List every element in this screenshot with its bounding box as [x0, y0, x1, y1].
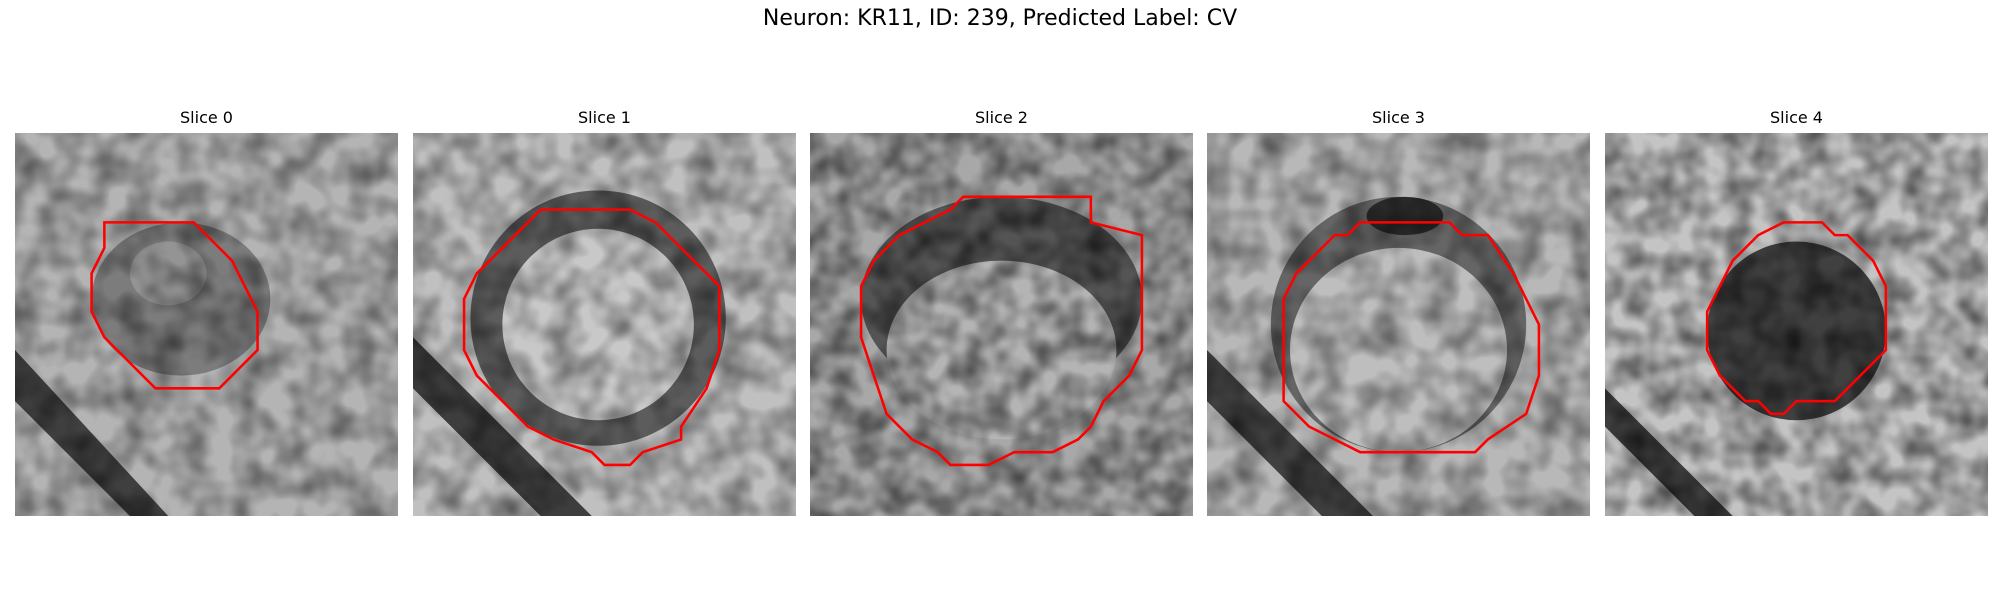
slice-title-4: Slice 4 — [1770, 108, 1823, 127]
figure-title: Neuron: KR11, ID: 239, Predicted Label: … — [762, 6, 1238, 31]
slice-image-0 — [15, 133, 398, 516]
roi-contour-1 — [462, 208, 721, 467]
slice-title-2: Slice 2 — [975, 108, 1028, 127]
roi-contour-4 — [1705, 221, 1888, 416]
slice-title-0: Slice 0 — [180, 108, 233, 127]
slice-panel-3: Slice 3 — [1207, 105, 1590, 516]
slice-panel-0: Slice 0 — [15, 105, 398, 516]
slice-panel-2: Slice 2 — [810, 105, 1193, 516]
slice-image-4 — [1605, 133, 1988, 516]
roi-contour-2 — [859, 195, 1144, 467]
slice-image-2 — [810, 133, 1193, 516]
slice-panel-4: Slice 4 — [1605, 105, 1988, 516]
slice-image-3 — [1207, 133, 1590, 516]
slice-title-3: Slice 3 — [1372, 108, 1425, 127]
roi-contour-0 — [90, 221, 259, 390]
roi-contour-3 — [1282, 221, 1541, 454]
slice-image-1 — [413, 133, 796, 516]
slice-title-1: Slice 1 — [578, 108, 631, 127]
slice-panel-1: Slice 1 — [413, 105, 796, 516]
